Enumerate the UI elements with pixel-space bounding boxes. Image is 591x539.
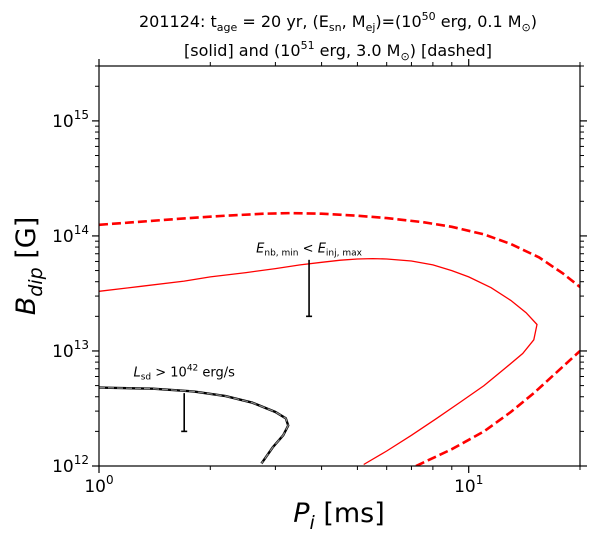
y-axis-label: Bdip [G]: [11, 217, 47, 316]
lsd-annotation-label: Lsd > 1042 erg/s: [133, 363, 235, 382]
series-line-5: [99, 387, 289, 464]
nb-annotation-label: Enb, min < Einj, max: [256, 241, 362, 258]
chart-title-line-1: 201124: tage = 20 yr, (Esn, Mej)=(1050 e…: [139, 10, 537, 34]
series-layer: [99, 211, 580, 466]
series-line-2: [99, 211, 580, 289]
series-line-4: [99, 386, 290, 465]
y-tick-label-3: 1014: [52, 223, 89, 247]
x-tick-label-1: 100: [84, 473, 113, 497]
series-line-3: [415, 350, 580, 466]
y-tick-label-4: 1015: [52, 108, 89, 132]
x-axis-label: Pi [ms]: [293, 498, 385, 534]
series-line-1: [99, 257, 538, 466]
x-tick-label-2: 101: [454, 473, 483, 497]
y-tick-label-1: 1012: [52, 453, 89, 477]
y-tick-label-2: 1013: [52, 338, 89, 362]
plot-frame: [98, 65, 581, 467]
tick-layer: 100 101 1012 1013 1014 1015: [52, 59, 587, 497]
annotation-layer: Enb, min < Einj, max Lsd > 1042 erg/s: [133, 241, 363, 433]
chart-title-line-2: [solid] and (1051 erg, 3.0 M⊙) [dashed]: [184, 39, 492, 63]
